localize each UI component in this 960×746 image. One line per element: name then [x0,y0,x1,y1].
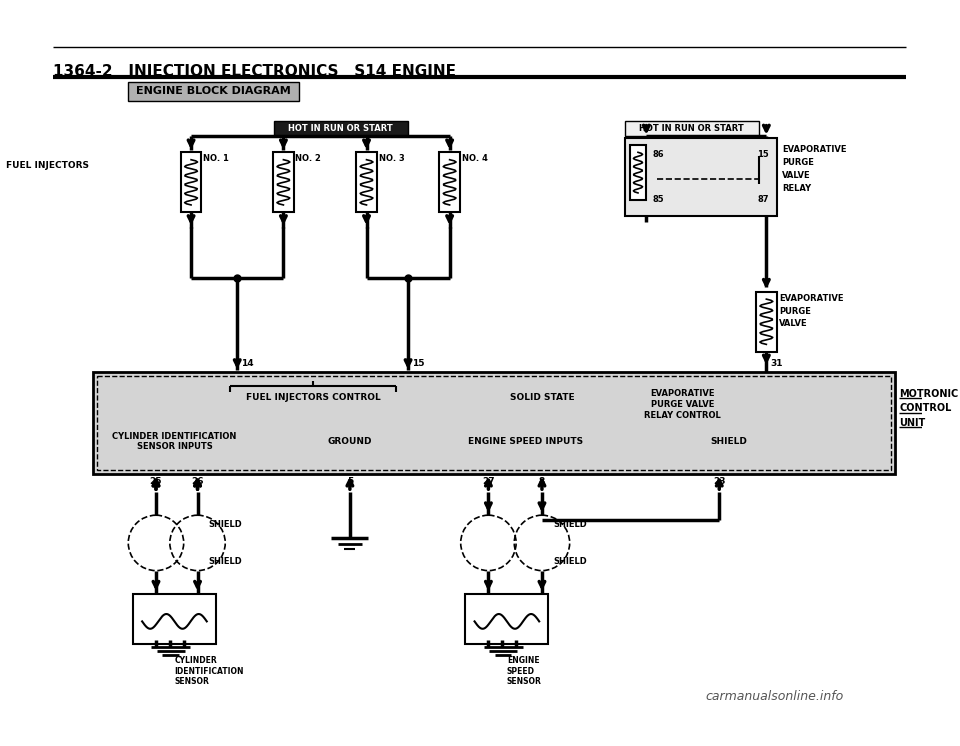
Text: HOT IN RUN OR START: HOT IN RUN OR START [288,124,393,133]
Bar [756,292,777,352]
Text: UNIT: UNIT [900,419,925,428]
Bar [275,121,408,136]
Bar [93,372,895,474]
Text: FUEL INJECTORS: FUEL INJECTORS [7,160,89,170]
Text: VALVE: VALVE [780,319,808,328]
Text: 87: 87 [757,195,769,204]
Text: 23: 23 [713,477,726,486]
Text: HOT IN RUN OR START: HOT IN RUN OR START [639,124,744,133]
Text: 85: 85 [653,195,664,204]
Bar [356,152,376,213]
Text: SHIELD: SHIELD [710,437,747,446]
Text: EVAPORATIVE: EVAPORATIVE [650,389,714,398]
Bar [129,82,300,101]
Text: NO. 4: NO. 4 [462,154,488,163]
Text: 14: 14 [241,360,253,369]
Text: VALVE: VALVE [782,171,810,180]
Text: CONTROL: CONTROL [900,404,951,413]
Bar [466,594,548,645]
Text: RELAY: RELAY [782,184,811,192]
Text: 15: 15 [757,151,769,160]
Text: 31: 31 [770,360,782,369]
Text: NO. 3: NO. 3 [378,154,404,163]
Bar [630,145,646,201]
Text: EVAPORATIVE: EVAPORATIVE [782,145,847,154]
Text: ENGINE
SPEED
SENSOR: ENGINE SPEED SENSOR [507,656,541,686]
Text: carmanualsonline.info: carmanualsonline.info [706,689,844,703]
Text: 26: 26 [191,477,204,486]
Bar [625,121,759,136]
Text: MOTRONIC: MOTRONIC [900,389,959,398]
Text: ENGINE SPEED INPUTS: ENGINE SPEED INPUTS [468,437,583,446]
Text: PURGE: PURGE [780,307,811,316]
Text: EVAPORATIVE: EVAPORATIVE [780,294,844,303]
Text: NO. 2: NO. 2 [296,154,322,163]
Bar [180,152,202,213]
Text: FUEL INJECTORS CONTROL: FUEL INJECTORS CONTROL [246,393,380,402]
Text: 5: 5 [347,477,353,486]
Bar [440,152,460,213]
Text: PURGE: PURGE [782,158,814,167]
Text: 8: 8 [539,477,545,486]
Text: SHIELD: SHIELD [553,520,587,529]
Text: 15: 15 [412,360,424,369]
Text: 25: 25 [150,477,162,486]
Text: ENGINE BLOCK DIAGRAM: ENGINE BLOCK DIAGRAM [136,87,291,96]
Text: RELAY CONTROL: RELAY CONTROL [644,411,721,420]
Text: SHIELD: SHIELD [208,557,242,566]
Text: 1364-2   INJECTION ELECTRONICS   S14 ENGINE: 1364-2 INJECTION ELECTRONICS S14 ENGINE [53,63,456,78]
Text: CYLINDER IDENTIFICATION
SENSOR INPUTS: CYLINDER IDENTIFICATION SENSOR INPUTS [112,432,236,451]
Text: SOLID STATE: SOLID STATE [510,393,574,402]
Bar [274,152,294,213]
Text: NO. 1: NO. 1 [204,154,228,163]
Bar [132,594,216,645]
Text: CYLINDER
IDENTIFICATION
SENSOR: CYLINDER IDENTIFICATION SENSOR [175,656,244,686]
Text: SHIELD: SHIELD [553,557,587,566]
Text: SHIELD: SHIELD [208,520,242,529]
Text: GROUND: GROUND [327,437,372,446]
Text: PURGE VALVE: PURGE VALVE [651,400,714,409]
Text: 86: 86 [653,151,664,160]
Text: 27: 27 [482,477,494,486]
Bar [625,137,778,216]
